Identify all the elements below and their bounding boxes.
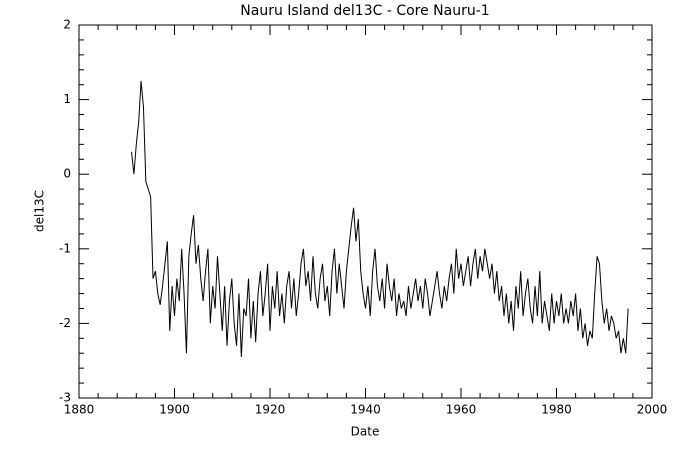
data-line (131, 80, 629, 357)
chart-title: Nauru Island del13C - Core Nauru-1 (240, 3, 489, 19)
x-tick-label: 1940 (350, 403, 381, 417)
y-tick-label: 0 (63, 167, 71, 181)
x-tick-label: 1960 (446, 403, 477, 417)
y-tick-label: -1 (59, 241, 71, 255)
y-tick-label: 1 (63, 92, 71, 106)
y-tick-label: -2 (59, 316, 71, 330)
x-tick-label: 1880 (64, 403, 95, 417)
x-tick-label: 2000 (637, 403, 668, 417)
x-axis-label: Date (351, 425, 380, 439)
x-tick-label: 1980 (541, 403, 572, 417)
x-tick-label: 1920 (255, 403, 286, 417)
y-axis-label: del13C (33, 190, 47, 232)
x-tick-label: 1900 (159, 403, 190, 417)
y-tick-label: -3 (59, 391, 71, 405)
y-tick-label: 2 (63, 18, 71, 32)
